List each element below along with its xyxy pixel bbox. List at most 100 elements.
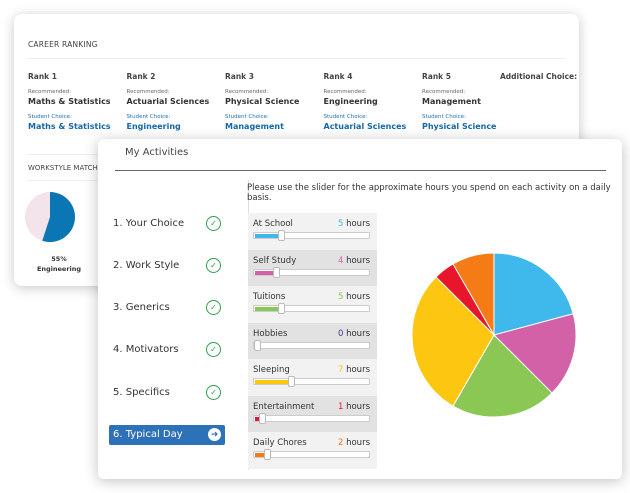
recommended-career: Maths & Statistics <box>28 97 111 106</box>
slider-thumb[interactable] <box>254 339 261 351</box>
activity-slider[interactable] <box>253 412 370 424</box>
check-circle-icon: ✓ <box>206 300 221 316</box>
activity-hours: 4 <box>337 255 344 266</box>
workstyle-pie <box>25 192 75 242</box>
activity-row: Self Study 4 hours <box>248 249 377 286</box>
activity-hours: 1 <box>337 401 344 412</box>
hours-unit: hours <box>346 328 370 339</box>
activity-row: Tuitions 5 hours <box>248 286 377 323</box>
activity-name: Daily Chores <box>253 438 307 448</box>
activity-hours: 0 <box>337 328 344 339</box>
activity-hours: 2 <box>337 438 344 448</box>
student-choice-career[interactable]: Actuarial Sciences <box>323 122 407 131</box>
pie-slice-tuitions <box>452 334 553 418</box>
step-1[interactable]: 1. Your Choice ✓ <box>109 213 225 233</box>
slider-thumb[interactable] <box>277 230 285 241</box>
slider-thumb[interactable] <box>287 376 295 387</box>
pie-slice-daily-chores <box>452 252 495 337</box>
slider-thumb[interactable] <box>273 266 281 278</box>
recommended-label: Recommended: <box>225 89 269 95</box>
student-choice-label: Student Choice: <box>225 114 269 120</box>
pie-slice-sleeping <box>411 276 495 407</box>
hours-unit: hours <box>346 255 370 266</box>
activity-name: Entertainment <box>253 401 315 412</box>
workstyle-slice <box>42 192 75 242</box>
step-label: 6. Typical Day <box>113 429 183 440</box>
activity-hours: 5 <box>337 292 344 302</box>
activity-hours: 5 <box>337 219 344 229</box>
slider-thumb[interactable] <box>277 303 285 314</box>
student-choice-label: Student Choice: <box>126 114 171 120</box>
activity-slider[interactable] <box>253 303 370 314</box>
step-label: 4. Motivators <box>113 344 179 356</box>
workstyle-career: Engineering <box>36 265 82 273</box>
activity-sliders: At School 5 hours Self Study 4 hours Tui… <box>248 213 377 469</box>
student-choice-label: Student Choice: <box>323 114 368 120</box>
recommended-label: Recommended: <box>422 89 466 95</box>
step-label: 3. Generics <box>113 302 170 314</box>
activity-slider[interactable] <box>253 339 370 351</box>
activity-hours: 7 <box>337 365 344 375</box>
hours-unit: hours <box>346 438 370 448</box>
student-choice-career[interactable]: Engineering <box>126 122 181 131</box>
instruction-text: Please use the slider for the approximat… <box>247 183 611 203</box>
hours-pie-chart <box>411 252 577 418</box>
activity-row: Daily Chores 2 hours <box>248 432 377 469</box>
slider-thumb[interactable] <box>263 449 271 460</box>
step-4[interactable]: 4. Motivators ✓ <box>109 340 225 360</box>
check-circle-icon: ✓ <box>206 384 221 400</box>
rank-column: Rank 3 Recommended: Physical Science Stu… <box>225 72 323 131</box>
activity-slider[interactable] <box>253 266 370 278</box>
slider-fill <box>255 453 268 457</box>
activity-row: Hobbies 0 hours <box>248 322 377 359</box>
student-choice-career[interactable]: Physical Science <box>422 122 497 131</box>
hours-unit: hours <box>346 401 370 412</box>
activities-title: My Activities <box>125 147 189 158</box>
activity-slider[interactable] <box>253 376 370 387</box>
additional-choice-label: Additional Choice: <box>500 72 578 81</box>
step-6[interactable]: 6. Typical Day ➜ <box>109 424 225 445</box>
student-choice-career[interactable]: Management <box>225 122 284 131</box>
activity-row: Sleeping 7 hours <box>248 359 377 396</box>
hours-unit: hours <box>346 219 370 229</box>
step-label: 1. Your Choice <box>113 217 185 229</box>
rank-label: Rank 4 <box>323 72 353 81</box>
step-3[interactable]: 3. Generics ✓ <box>109 298 225 318</box>
recommended-label: Recommended: <box>28 89 72 95</box>
student-choice-career[interactable]: Maths & Statistics <box>28 122 111 131</box>
activities-card: My Activities 1. Your Choice ✓ 2. Work Sty… <box>98 139 622 479</box>
step-2[interactable]: 2. Work Style ✓ <box>109 255 225 275</box>
check-circle-icon: ✓ <box>206 215 221 231</box>
recommended-career: Physical Science <box>225 97 300 106</box>
rank-label: Rank 3 <box>225 72 254 81</box>
slider-fill <box>255 380 292 384</box>
step-5[interactable]: 5. Specifics ✓ <box>109 382 225 402</box>
recommended-career: Actuarial Sciences <box>126 97 210 106</box>
slider-thumb[interactable] <box>258 412 266 424</box>
rank-column: Rank 1 Recommended: Maths & Statistics S… <box>28 72 126 131</box>
recommended-career: Management <box>422 97 481 106</box>
rank-column: Rank 4 Recommended: Engineering Student … <box>324 72 422 131</box>
step-label: 2. Work Style <box>113 259 180 271</box>
workstyle-percent: 55% <box>51 255 67 263</box>
pie-slice-self-study <box>493 313 577 394</box>
arrow-right-icon: ➜ <box>208 428 221 441</box>
rank-label: Rank 5 <box>422 72 451 81</box>
pie-slice-at-school <box>493 252 574 336</box>
rank-label: Rank 2 <box>126 72 156 81</box>
rank-column: Rank 5 Recommended: Management Student C… <box>422 72 520 131</box>
activity-name: Tuitions <box>253 292 286 302</box>
check-circle-icon: ✓ <box>206 342 221 358</box>
activity-name: Self Study <box>253 255 297 266</box>
activity-slider[interactable] <box>253 449 370 460</box>
career-ranking-heading: CAREER RANKING <box>28 40 98 49</box>
step-label: 5. Specifics <box>113 386 170 398</box>
activity-row: At School 5 hours <box>248 213 377 250</box>
check-circle-icon: ✓ <box>206 257 221 273</box>
activity-slider[interactable] <box>253 230 370 241</box>
rank-label: Rank 1 <box>28 72 57 81</box>
hours-unit: hours <box>346 365 370 375</box>
activity-row: Entertainment 1 hours <box>248 395 377 432</box>
activity-name: Hobbies <box>253 328 288 339</box>
hours-unit: hours <box>346 292 370 302</box>
